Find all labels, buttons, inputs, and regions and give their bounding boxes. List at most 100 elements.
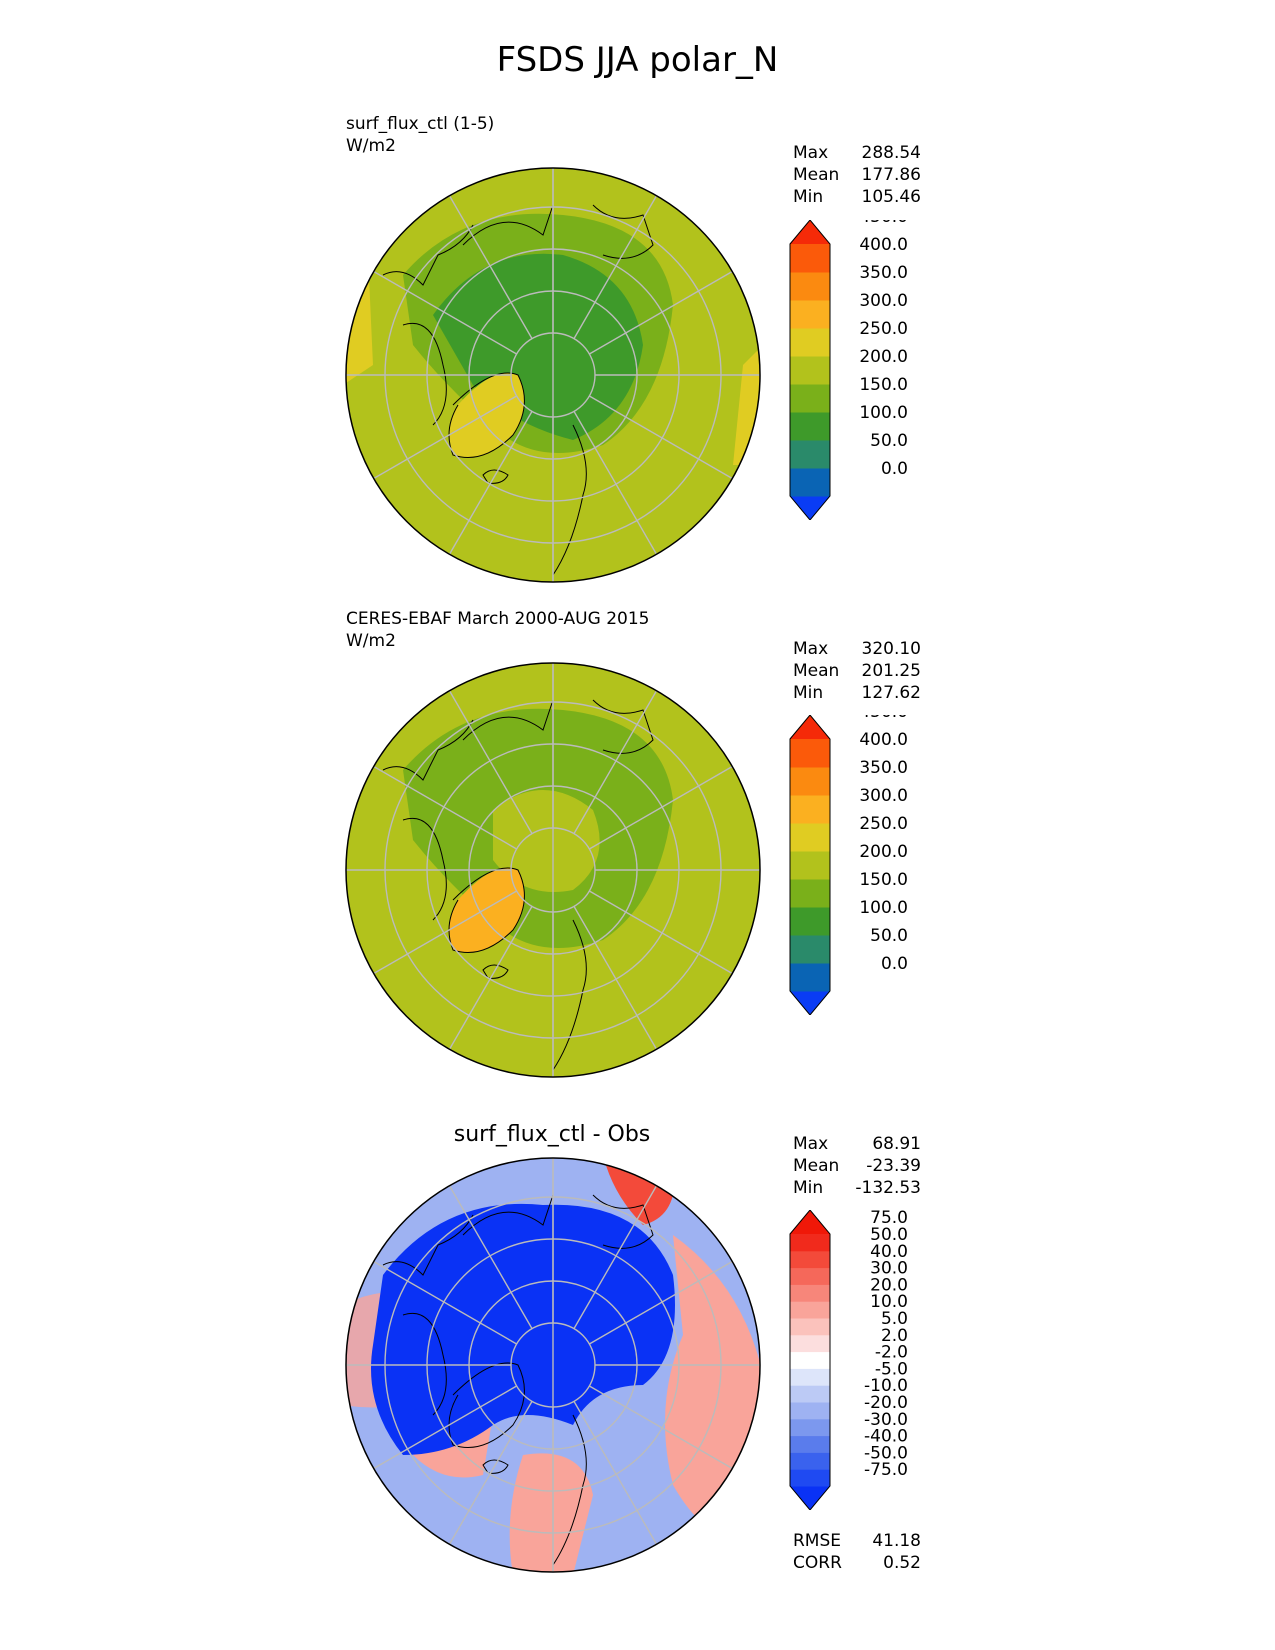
- longitude-line: [373, 270, 517, 355]
- coastline: [462, 1194, 554, 1236]
- colorbar-bin: [790, 963, 830, 992]
- longitude-line: [589, 1260, 733, 1345]
- stat-value: -23.39: [866, 1156, 921, 1176]
- colorbar-tick-label: 20.0: [870, 1275, 908, 1295]
- stat-value: 320.10: [861, 639, 921, 659]
- colorbar-bin: [790, 823, 830, 852]
- coastline: [552, 424, 587, 576]
- longitude-line: [448, 690, 533, 834]
- high-flux-region: [493, 790, 600, 892]
- longitude-line: [573, 1185, 658, 1329]
- colorbar-tick-label: -10.0: [864, 1376, 908, 1396]
- colorbar-tick-label: 350.0: [859, 758, 908, 778]
- coastline: [552, 919, 587, 1071]
- stat-label: Max: [793, 639, 829, 659]
- colorbar-extend-min: [790, 1486, 830, 1510]
- panel-diff-metrics: RMSE 41.18 CORR 0.52: [793, 1530, 921, 1574]
- colorbar-tick-label: 2.0: [881, 1326, 908, 1346]
- colorbar-bin: [790, 1318, 830, 1336]
- colorbar-bin: [790, 935, 830, 964]
- coastline: [462, 699, 554, 741]
- stat-value: 288.54: [861, 143, 921, 163]
- coastline: [382, 719, 474, 921]
- colorbar-tick-label: 50.0: [870, 926, 908, 946]
- map-field: [346, 168, 760, 582]
- polar-map-ref: [345, 662, 761, 1078]
- colorbar-bin: [790, 384, 830, 413]
- coastline: [382, 224, 474, 426]
- panel-test-title: surf_flux_ctl (1-5) W/m2: [346, 113, 494, 157]
- colorbar-bin: [790, 795, 830, 824]
- colorbar-tick-label: 150.0: [859, 870, 908, 890]
- colorbar-test: 0.0 50.0 100.0 150.0 200.0 250.0 300.0 350.0 400…: [789, 220, 908, 520]
- colorbar-tick-label: 350.0: [859, 263, 908, 283]
- stat-label: Max: [793, 1134, 829, 1154]
- longitude-line: [448, 1185, 533, 1329]
- stat-label: Mean: [793, 165, 840, 185]
- colorbar-bin: [790, 300, 830, 329]
- colorbar-bin: [790, 440, 830, 469]
- colorbar-bin: [790, 1368, 830, 1386]
- colorbar-tick-label: 10.0: [870, 1292, 908, 1312]
- panel-test-name: surf_flux_ctl (1-5): [346, 114, 495, 134]
- colorbar-extend-min: [790, 496, 830, 520]
- colorbar-tick-label: 150.0: [859, 375, 908, 395]
- map-boundary: [345, 662, 761, 1078]
- map-field: [346, 1158, 760, 1572]
- coastline: [482, 1459, 509, 1474]
- coastline: [482, 469, 509, 484]
- coastline: [552, 1414, 587, 1566]
- colorbar-tick-label: -40.0: [864, 1427, 908, 1447]
- polar-map-diff: [345, 1157, 761, 1573]
- colorbar-tick-label: 50.0: [870, 431, 908, 451]
- colorbar-bin: [790, 1385, 830, 1403]
- colorbar-tick-label: 75.0: [870, 1210, 908, 1228]
- colorbar-bin: [790, 244, 830, 273]
- longitude-line: [573, 906, 658, 1050]
- colorbar-bin: [790, 879, 830, 908]
- coastline: [482, 964, 509, 979]
- colorbar-tick-label: 40.0: [870, 1242, 908, 1262]
- stat-value: 201.25: [861, 661, 921, 681]
- longitude-line: [589, 1385, 733, 1470]
- colorbar-tick-label: 200.0: [859, 347, 908, 367]
- colorbar-bin: [790, 767, 830, 796]
- colorbar-bin: [790, 1351, 830, 1369]
- colorbar-bin: [790, 851, 830, 880]
- panel-ref-name: CERES-EBAF March 2000-AUG 2015: [346, 609, 650, 629]
- longitude-line: [589, 270, 733, 355]
- colorbar-tick-label: 450.0: [859, 220, 908, 227]
- colorbar-extend-max: [790, 715, 830, 739]
- colorbar-bin: [790, 1469, 830, 1487]
- stat-value: 105.46: [861, 187, 921, 207]
- longitude-line: [573, 411, 658, 555]
- longitude-line: [573, 690, 658, 834]
- coastline: [462, 204, 554, 246]
- stat-label: Mean: [793, 1156, 840, 1176]
- longitude-line: [373, 890, 517, 975]
- colorbar-tick-label: -75.0: [864, 1460, 908, 1480]
- colorbar-tick-label: 100.0: [859, 898, 908, 918]
- longitude-line: [448, 195, 533, 339]
- map-field: [346, 663, 760, 1077]
- metric-value: 0.52: [883, 1553, 921, 1573]
- colorbar-bin: [790, 739, 830, 768]
- longitude-line: [573, 195, 658, 339]
- stat-label: Mean: [793, 661, 840, 681]
- colorbar-tick-label: -20.0: [864, 1393, 908, 1413]
- colorbar-tick-label: 100.0: [859, 403, 908, 423]
- stat-value: 68.91: [872, 1134, 921, 1154]
- colorbar-bin: [790, 1402, 830, 1420]
- colorbar-bin: [790, 1301, 830, 1319]
- page-title: FSDS JJA polar_N: [496, 40, 779, 80]
- colorbar-bin: [790, 1250, 830, 1269]
- colorbar-tick-label: 300.0: [859, 291, 908, 311]
- colorbar-tick-label: -5.0: [875, 1359, 908, 1379]
- colorbar-tick-label: 50.0: [870, 1225, 908, 1245]
- coastline: [448, 372, 525, 458]
- colorbar-tick-label: 400.0: [859, 730, 908, 750]
- metric-label: CORR: [793, 1553, 842, 1573]
- longitude-line: [373, 765, 517, 850]
- colorbar-bin: [790, 1267, 830, 1285]
- longitude-line: [448, 906, 533, 1050]
